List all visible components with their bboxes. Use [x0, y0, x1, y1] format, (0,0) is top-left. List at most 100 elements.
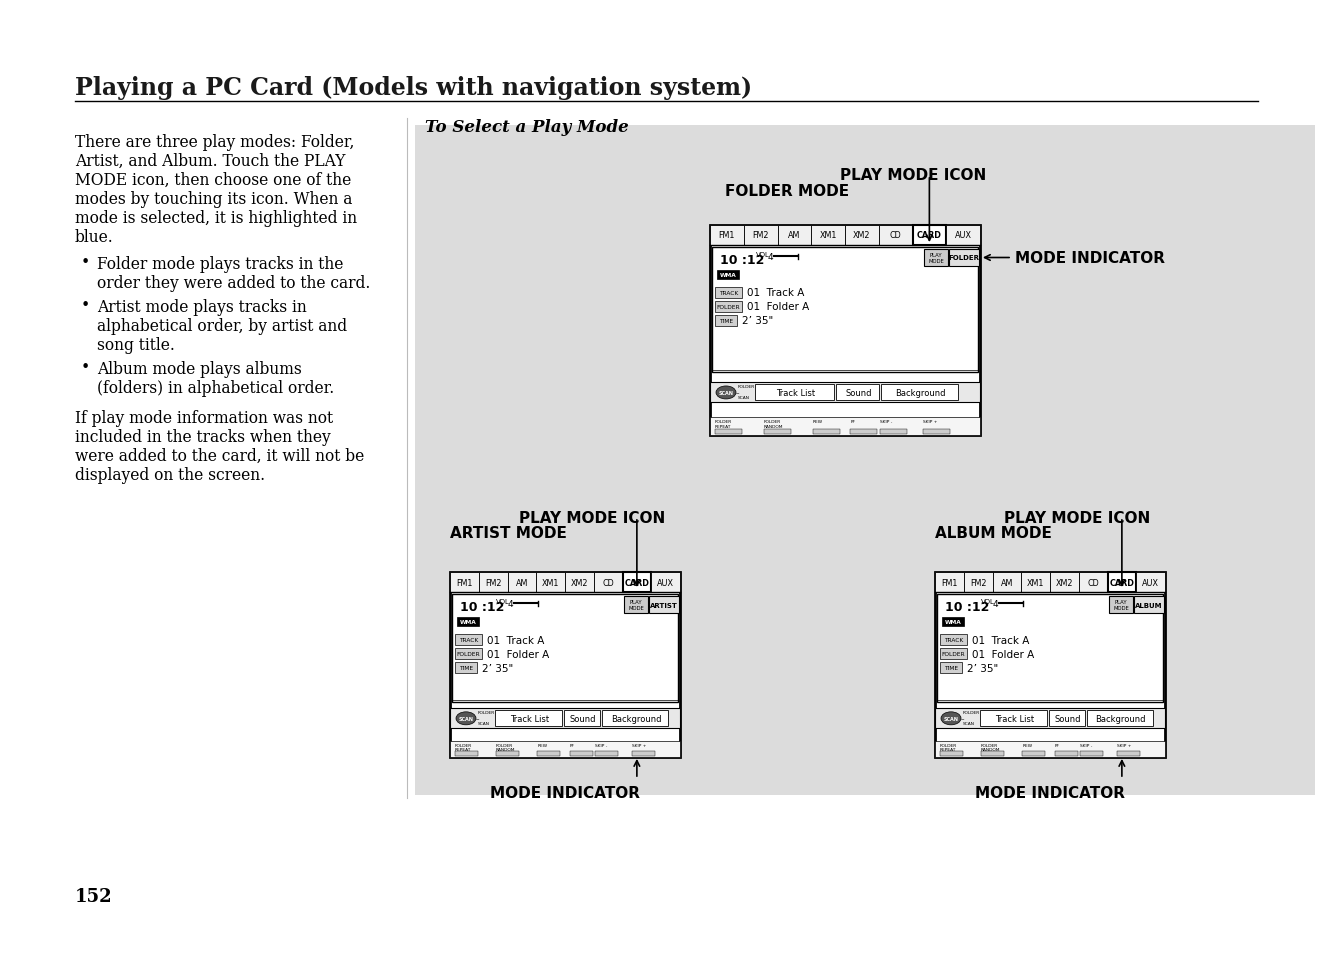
Text: AM: AM — [515, 578, 527, 587]
Text: FOLDER
REPEAT: FOLDER REPEAT — [940, 743, 958, 752]
Text: TIME: TIME — [944, 665, 958, 670]
Text: SCAN: SCAN — [718, 391, 734, 395]
Text: PLAY MODE ICON: PLAY MODE ICON — [839, 168, 986, 183]
Text: ARTIST MODE: ARTIST MODE — [450, 525, 567, 540]
FancyBboxPatch shape — [1022, 573, 1050, 593]
FancyBboxPatch shape — [879, 226, 912, 246]
FancyBboxPatch shape — [537, 751, 561, 757]
Text: WMA: WMA — [944, 619, 962, 624]
Ellipse shape — [456, 712, 476, 725]
FancyBboxPatch shape — [940, 751, 963, 757]
FancyBboxPatch shape — [715, 315, 737, 327]
FancyBboxPatch shape — [935, 573, 964, 593]
Text: 152: 152 — [75, 887, 113, 905]
Text: Album mode plays albums: Album mode plays albums — [97, 360, 302, 377]
Text: MODE icon, then choose one of the: MODE icon, then choose one of the — [75, 172, 352, 189]
FancyBboxPatch shape — [450, 573, 478, 593]
FancyBboxPatch shape — [456, 751, 478, 757]
Text: ARTIST: ARTIST — [650, 602, 678, 608]
Text: 10 :12: 10 :12 — [721, 253, 765, 267]
Text: To Select a Play Mode: To Select a Play Mode — [425, 119, 629, 136]
Text: TRACK: TRACK — [719, 291, 738, 295]
Text: TIME: TIME — [460, 665, 473, 670]
Text: mode is selected, it is highlighted in: mode is selected, it is highlighted in — [75, 210, 357, 227]
FancyBboxPatch shape — [623, 597, 647, 614]
FancyBboxPatch shape — [880, 385, 958, 401]
Text: PLAY MODE ICON: PLAY MODE ICON — [1004, 511, 1151, 525]
FancyBboxPatch shape — [912, 226, 946, 246]
Text: 01  Folder A: 01 Folder A — [747, 302, 810, 313]
FancyBboxPatch shape — [992, 573, 1022, 593]
FancyBboxPatch shape — [452, 595, 678, 701]
FancyBboxPatch shape — [456, 662, 477, 673]
Text: •: • — [81, 296, 91, 314]
Text: Track List: Track List — [777, 389, 815, 397]
Text: ALBUM MODE: ALBUM MODE — [935, 525, 1052, 540]
FancyBboxPatch shape — [923, 430, 950, 435]
Text: SKIP +: SKIP + — [1116, 743, 1131, 747]
Text: –: – — [960, 716, 964, 721]
FancyBboxPatch shape — [450, 709, 681, 728]
Text: 2’ 35": 2’ 35" — [967, 662, 998, 673]
Text: 2’ 35": 2’ 35" — [482, 662, 513, 673]
Text: REW: REW — [537, 743, 547, 747]
Text: FOLDER: FOLDER — [942, 651, 966, 657]
Text: TIME: TIME — [719, 318, 733, 324]
Text: There are three play modes: Folder,: There are three play modes: Folder, — [75, 133, 354, 151]
Text: MODE INDICATOR: MODE INDICATOR — [1015, 251, 1166, 266]
Ellipse shape — [940, 712, 960, 725]
FancyBboxPatch shape — [940, 662, 962, 673]
FancyBboxPatch shape — [1050, 573, 1079, 593]
FancyBboxPatch shape — [942, 618, 964, 626]
Text: 4: 4 — [507, 599, 514, 608]
Text: AUX: AUX — [657, 578, 674, 587]
Text: XM1: XM1 — [1027, 578, 1044, 587]
Text: blue.: blue. — [75, 229, 113, 246]
Text: XM1: XM1 — [542, 578, 559, 587]
FancyBboxPatch shape — [980, 711, 1047, 726]
Text: modes by touching its icon. When a: modes by touching its icon. When a — [75, 191, 353, 208]
Text: FOLDER: FOLDER — [457, 651, 481, 657]
Text: Artist, and Album. Touch the PLAY: Artist, and Album. Touch the PLAY — [75, 152, 345, 170]
Text: FOLDER: FOLDER — [963, 711, 980, 715]
Text: CARD: CARD — [625, 578, 649, 587]
Text: VOL: VOL — [757, 252, 770, 257]
FancyBboxPatch shape — [631, 751, 655, 757]
FancyBboxPatch shape — [1050, 711, 1086, 726]
FancyBboxPatch shape — [715, 288, 742, 298]
FancyBboxPatch shape — [813, 430, 839, 435]
FancyBboxPatch shape — [850, 430, 878, 435]
Text: FM1: FM1 — [942, 578, 958, 587]
FancyBboxPatch shape — [948, 250, 979, 267]
FancyBboxPatch shape — [1079, 573, 1107, 593]
FancyBboxPatch shape — [755, 385, 834, 401]
FancyBboxPatch shape — [778, 226, 811, 246]
FancyBboxPatch shape — [507, 573, 537, 593]
Text: 01  Folder A: 01 Folder A — [972, 649, 1034, 659]
Text: FM1: FM1 — [719, 232, 735, 240]
Text: Track List: Track List — [510, 714, 549, 723]
FancyBboxPatch shape — [1110, 597, 1134, 614]
Text: AUX: AUX — [955, 232, 971, 240]
FancyBboxPatch shape — [836, 385, 879, 401]
Text: AUX: AUX — [1142, 578, 1159, 587]
FancyBboxPatch shape — [457, 618, 480, 626]
FancyBboxPatch shape — [964, 573, 992, 593]
Text: alphabetical order, by artist and: alphabetical order, by artist and — [97, 317, 348, 335]
Text: PLAY
MODE: PLAY MODE — [1114, 599, 1130, 610]
Text: CARD: CARD — [1110, 578, 1135, 587]
FancyBboxPatch shape — [496, 711, 562, 726]
Text: SKIP -: SKIP - — [1080, 743, 1092, 747]
FancyBboxPatch shape — [496, 751, 519, 757]
Text: Sound: Sound — [844, 389, 871, 397]
FancyBboxPatch shape — [980, 751, 1004, 757]
Text: Background: Background — [1096, 714, 1146, 723]
Text: Sound: Sound — [1055, 714, 1082, 723]
Text: Playing a PC Card (Models with navigation system): Playing a PC Card (Models with navigatio… — [75, 76, 753, 100]
FancyBboxPatch shape — [602, 711, 667, 726]
Text: FOLDER
RANDOM: FOLDER RANDOM — [765, 420, 783, 428]
Text: SCAN: SCAN — [738, 396, 750, 400]
Text: displayed on the screen.: displayed on the screen. — [75, 467, 265, 483]
FancyBboxPatch shape — [710, 417, 980, 436]
FancyBboxPatch shape — [563, 711, 599, 726]
